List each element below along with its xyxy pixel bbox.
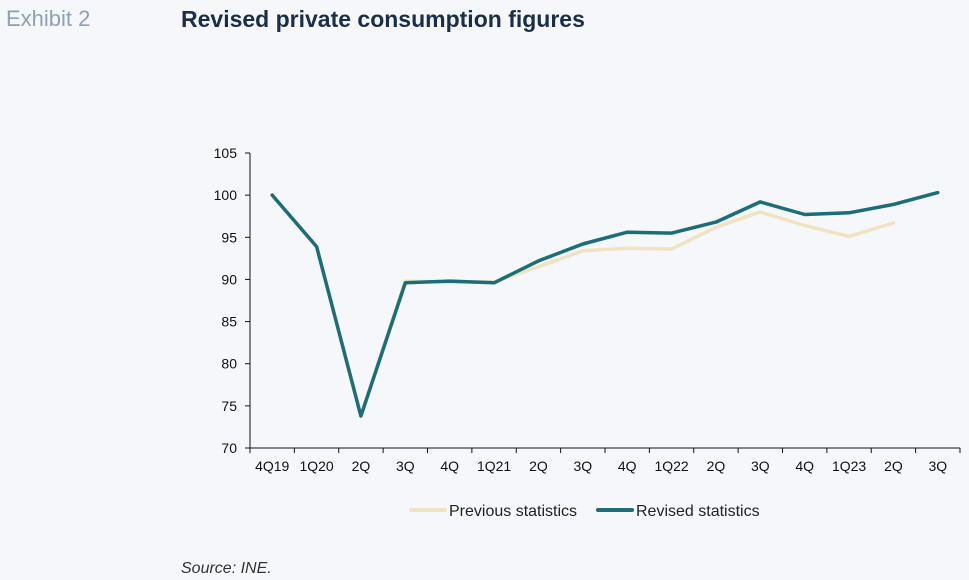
x-tick-label: 2Q: [707, 458, 726, 474]
x-tick-label: 4Q: [618, 458, 637, 474]
x-tick-label: 2Q: [884, 458, 903, 474]
exhibit-label: Exhibit 2: [6, 6, 91, 31]
x-tick-label: 1Q21: [477, 458, 511, 474]
y-tick-label: 90: [221, 271, 237, 287]
x-tick-label: 1Q20: [299, 458, 333, 474]
x-tick-label: 4Q19: [255, 458, 289, 474]
x-tick-label: 3Q: [573, 458, 592, 474]
x-tick-label: 2Q: [352, 458, 371, 474]
x-tick-label: 4Q: [795, 458, 814, 474]
x-tick-label: 3Q: [751, 458, 770, 474]
series-line-previous: [270, 193, 896, 418]
x-tick-label: 3Q: [396, 458, 415, 474]
y-tick-label: 70: [221, 440, 237, 456]
y-tick-label: 85: [221, 314, 237, 330]
chart-title: Revised private consumption figures: [181, 6, 585, 32]
legend-label-revised: Revised statistics: [636, 503, 760, 520]
x-tick-label: 1Q23: [832, 458, 866, 474]
y-tick-label: 95: [221, 229, 237, 245]
y-tick-label: 100: [214, 187, 238, 203]
x-tick-label: 1Q22: [654, 458, 688, 474]
x-tick-label: 4Q: [440, 458, 459, 474]
source-note: Source: INE.: [181, 560, 272, 577]
y-tick-label: 75: [221, 398, 237, 414]
y-tick-label: 105: [214, 145, 238, 161]
x-tick-label: 3Q: [928, 458, 947, 474]
legend-label-previous: Previous statistics: [449, 503, 577, 520]
y-tick-label: 80: [221, 356, 237, 372]
x-tick-label: 2Q: [529, 458, 548, 474]
series-line-revised: [270, 190, 940, 418]
